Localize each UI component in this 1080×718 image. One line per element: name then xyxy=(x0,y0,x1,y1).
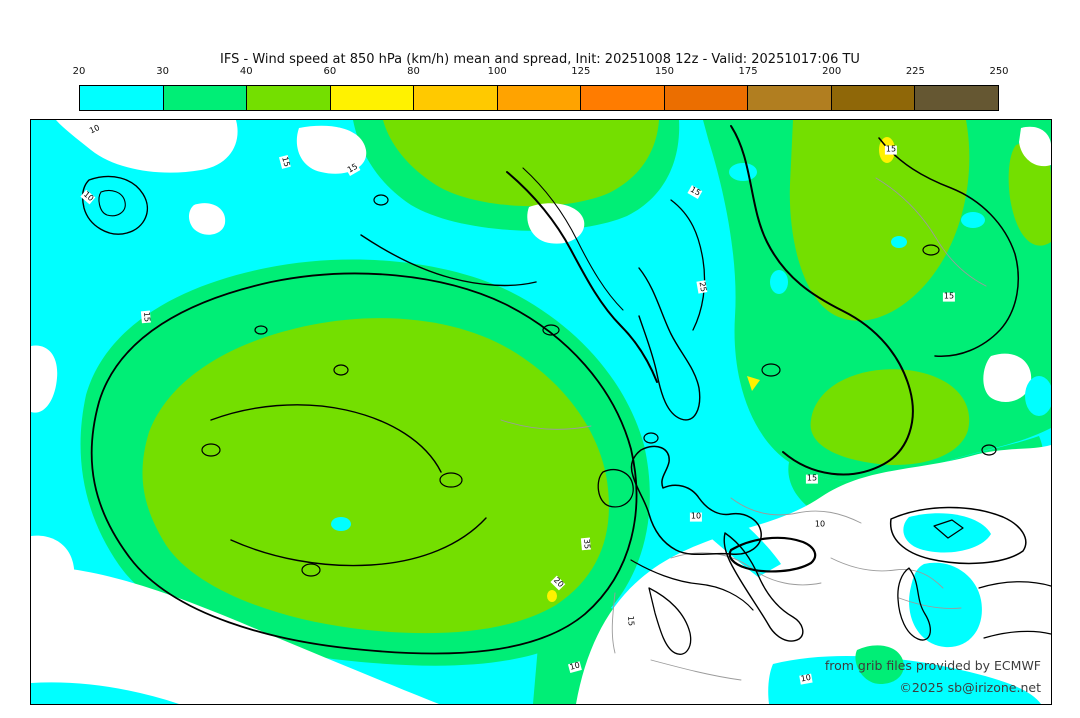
colorbar-tick-100: 100 xyxy=(487,66,507,77)
map-canvas xyxy=(31,120,1051,704)
contour-label: 15 xyxy=(141,310,152,324)
contour-label: 10 xyxy=(689,511,703,522)
contour-label: 15 xyxy=(884,144,898,155)
map-attribution: from grib files provided by ECMWF ©2025 … xyxy=(825,655,1041,699)
colorbar-segment-125-150 xyxy=(580,86,664,110)
colorbar-ticks: 20 30 40 60 80 100 125 150 175 200 225 250 xyxy=(73,66,1009,80)
contour-label: 25 xyxy=(696,280,709,294)
contour-label: 15 xyxy=(805,473,819,484)
colorbar-tick-150: 150 xyxy=(654,66,674,77)
colorbar-tick-175: 175 xyxy=(738,66,758,77)
contour-label: 15 xyxy=(942,291,956,302)
colorbar-segment-40-60 xyxy=(246,86,330,110)
colorbar-tick-60: 60 xyxy=(323,66,337,77)
attribution-copyright: ©2025 sb@irizone.net xyxy=(899,680,1041,696)
forecast-map: 10 10 15 15 15 15 15 25 15 15 10 10 35 20 15 10 10 from … xyxy=(30,119,1052,705)
chart-title: IFS - Wind speed at 850 hPa (km/h) mean … xyxy=(220,52,860,67)
contour-label: 15 xyxy=(279,154,292,170)
colorbar-tick-20: 20 xyxy=(72,66,86,77)
colorbar-tick-80: 80 xyxy=(407,66,420,77)
colorbar-segment-60-80 xyxy=(329,86,414,110)
colorbar-tick-30: 30 xyxy=(156,66,169,77)
colorbar-tick-125: 125 xyxy=(571,66,591,77)
colorbar-tick-225: 225 xyxy=(905,66,925,77)
colorbar-segment-175-200 xyxy=(747,86,831,110)
colorbar-tick-40: 40 xyxy=(239,66,253,77)
colorbar-segment-225-250 xyxy=(914,86,999,110)
colorbar-segment-100-125 xyxy=(496,86,581,110)
colorbar-segment-30-40 xyxy=(162,86,247,110)
attribution-provider: from grib files provided by ECMWF xyxy=(824,658,1041,674)
colorbar-segment-80-100 xyxy=(413,86,497,110)
contour-label: 35 xyxy=(581,537,592,551)
colorbar xyxy=(79,85,999,111)
contour-label: 10 xyxy=(813,519,827,530)
colorbar-segment-20-30 xyxy=(80,86,163,110)
colorbar-segment-200-225 xyxy=(830,86,915,110)
colorbar-tick-250: 250 xyxy=(989,66,1009,77)
colorbar-tick-200: 200 xyxy=(822,66,842,77)
contour-label: 15 xyxy=(625,614,636,628)
colorbar-segment-150-175 xyxy=(663,86,748,110)
